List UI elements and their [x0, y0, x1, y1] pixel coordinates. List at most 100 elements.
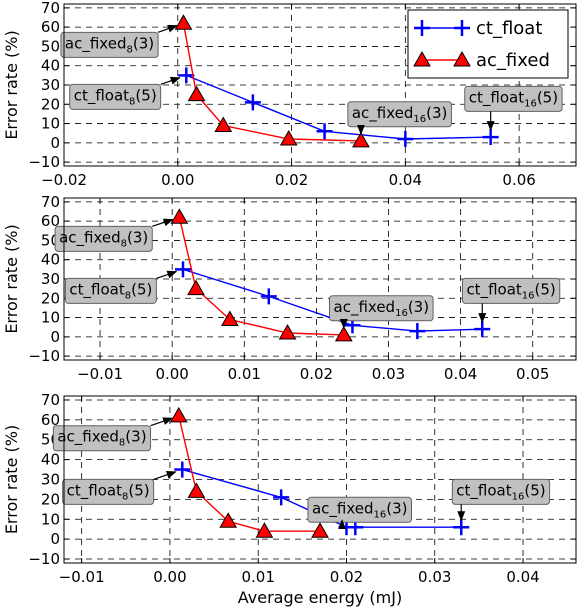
annotation-ac-fixed-16: ac_fixed16(3)	[347, 101, 452, 135]
annotation-box	[62, 478, 155, 505]
y-tick-label: 10	[41, 309, 60, 327]
y-tick-label: −10	[28, 550, 60, 568]
x-tick-label: 0.04	[444, 365, 477, 383]
legend-marker-plus	[454, 20, 470, 36]
data-point-ac-fixed	[187, 85, 206, 102]
y-tick-label: 60	[41, 411, 60, 429]
annotation-label: ct_float8(5)	[67, 481, 150, 502]
x-tick-label: 0.00	[155, 365, 188, 383]
annotation-ac-fixed-16: ac_fixed16(3)	[329, 295, 434, 329]
y-axis-label: Error rate (%)	[2, 224, 21, 333]
annotation-box	[307, 496, 412, 523]
x-tick-label: 0.02	[300, 365, 333, 383]
y-tick-label: 40	[41, 57, 60, 75]
data-point-ct-float	[273, 489, 290, 506]
annotation-label: ct_float16(5)	[469, 88, 558, 109]
x-tick-label: −0.02	[41, 171, 87, 189]
data-point-ct-float	[397, 131, 414, 147]
x-tick-label: 0.01	[242, 568, 275, 586]
data-point-ct-float	[474, 321, 491, 338]
chart-panel-3: −0.01 0.00 0.01 0.02 0.03 0.04−10010203040506…	[2, 391, 577, 607]
data-point-ct-float	[260, 288, 277, 305]
y-tick-label: 20	[41, 95, 60, 113]
annotation-box	[54, 225, 153, 252]
annotation-label: ac_fixed16(3)	[312, 499, 408, 520]
x-tick-label: 0.00	[161, 171, 194, 189]
annotation-ac-fixed-8: ac_fixed8(3)	[60, 24, 178, 58]
legend-entry: ct_float	[476, 18, 542, 39]
legend-marker-triangle	[453, 50, 471, 67]
legend-marker-plus	[414, 20, 430, 36]
y-tick-label: 50	[41, 37, 60, 55]
annotation-box	[52, 425, 152, 452]
data-point-ac-fixed	[174, 14, 193, 30]
data-point-ct-float	[482, 129, 499, 146]
annotation-box	[461, 277, 561, 304]
data-point-ac-fixed	[220, 310, 239, 326]
y-tick-label: 20	[41, 289, 60, 307]
x-axis-label: Average energy (mJ)	[238, 588, 402, 607]
annotation-arrow	[153, 470, 177, 480]
plot-frame	[63, 395, 577, 564]
annotation-arrow	[160, 76, 181, 85]
x-tick-label: 0.00	[153, 568, 186, 586]
data-point-ct-float	[316, 123, 333, 140]
y-tick-label: 60	[41, 212, 60, 230]
legend-marker-triangle	[413, 50, 431, 67]
x-tick-label: 0.05	[516, 365, 549, 383]
annotation-box	[329, 295, 434, 322]
data-point-ac-fixed	[334, 325, 353, 342]
annotation-label: ct_float16(5)	[466, 280, 555, 301]
annotation-ac-fixed-8: ac_fixed8(3)	[52, 417, 174, 452]
annotation-label: ac_fixed8(3)	[59, 228, 148, 249]
y-axis-label: Error rate (%)	[2, 425, 21, 534]
legend-entry: ac_fixed	[476, 50, 550, 71]
annotation-box	[451, 478, 551, 505]
y-tick-label: 30	[41, 471, 60, 489]
data-point-ct-float	[178, 67, 195, 84]
annotation-arrow	[152, 218, 174, 227]
annotation-ac-fixed-8: ac_fixed8(3)	[54, 218, 174, 252]
data-point-ac-fixed	[169, 406, 188, 423]
y-tick-label: 70	[41, 0, 60, 17]
series-line-ac-fixed	[178, 415, 320, 532]
y-tick-label: 0	[50, 530, 60, 548]
y-tick-label: 40	[41, 251, 60, 269]
data-point-ac-fixed	[219, 512, 238, 528]
plot-frame	[63, 197, 577, 361]
y-tick-label: 0	[50, 134, 60, 152]
annotation-ct-float-8: ct_float8(5)	[64, 270, 178, 304]
data-point-ac-fixed	[278, 323, 297, 340]
data-point-ac-fixed	[187, 279, 205, 296]
legend: ct_float ac_fixed	[407, 9, 569, 79]
x-tick-label: 0.02	[275, 171, 308, 189]
y-tick-label: 20	[41, 490, 60, 508]
annotation-ct-float-16: ct_float16(5)	[464, 85, 563, 132]
y-tick-label: 30	[41, 270, 60, 288]
y-tick-label: −10	[28, 153, 60, 171]
x-tick-label: 0.02	[330, 568, 363, 586]
y-tick-label: 70	[41, 391, 60, 409]
annotation-box	[60, 31, 159, 58]
data-point-ac-fixed	[187, 482, 206, 498]
annotation-label: ct_float8(5)	[74, 86, 157, 107]
annotation-box	[347, 101, 452, 128]
annotation-label: ac_fixed16(3)	[334, 298, 430, 319]
data-point-ct-float	[174, 261, 191, 278]
annotation-box	[69, 83, 162, 110]
x-tick-label: 0.04	[506, 568, 539, 586]
y-tick-label: 0	[50, 328, 60, 346]
y-tick-label: 10	[41, 510, 60, 528]
legend-box	[407, 9, 569, 79]
annotation-ct-float-16: ct_float16(5)	[461, 277, 561, 324]
y-tick-label: 40	[41, 451, 60, 469]
data-point-ac-fixed	[311, 522, 329, 538]
x-tick-label: −0.01	[77, 365, 123, 383]
annotation-ct-float-8: ct_float8(5)	[69, 76, 181, 110]
x-tick-label: 0.03	[372, 365, 405, 383]
x-tick-label: −0.01	[59, 568, 105, 586]
data-point-ac-fixed	[214, 116, 233, 132]
